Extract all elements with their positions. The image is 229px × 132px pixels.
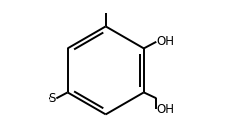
Text: OH: OH	[157, 103, 175, 116]
Text: OH: OH	[157, 35, 175, 48]
Text: S: S	[48, 92, 56, 105]
